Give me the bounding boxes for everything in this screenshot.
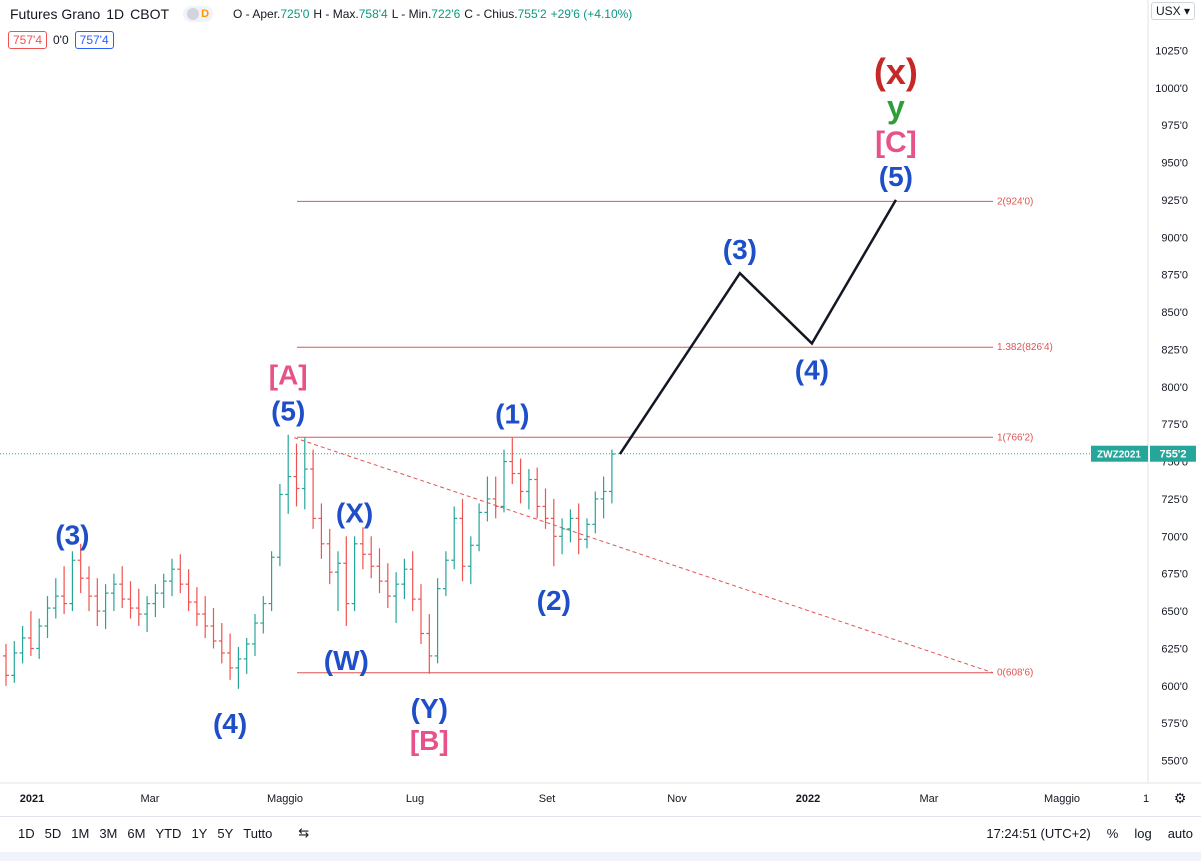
y-tick-label: 900'0 — [1161, 232, 1188, 244]
ohlc-item: L - Min.722'6 — [391, 7, 461, 21]
wave-label: (2) — [537, 585, 571, 616]
exchange-label: CBOT — [130, 6, 170, 22]
gear-icon: ⚙ — [1174, 790, 1187, 806]
timeframe-3m[interactable]: 3M — [99, 825, 118, 841]
timeframe-ytd[interactable]: YTD — [155, 825, 182, 841]
wave-label: (3) — [55, 520, 89, 551]
auto-scale-toggle[interactable]: auto — [1167, 825, 1193, 841]
delayed-badge: D — [201, 8, 210, 20]
ohlc-item: C - Chius.755'2 — [464, 7, 547, 21]
last-price-tag-bg — [1150, 445, 1196, 462]
bottom-toolbar: 1D 5D 1M 3M 6M YTD 1Y 5Y Tutto ⇆ 17:24:51 (UTC+2… — [0, 816, 1201, 849]
bottom-strip — [0, 852, 1201, 861]
date-range-icon[interactable]: ⇆ — [298, 825, 310, 840]
quote-box: 757'4 0'0 757'4 — [8, 30, 114, 50]
y-tick-label: 600'0 — [1161, 681, 1188, 693]
timeframe-5y[interactable]: 5Y — [217, 825, 234, 841]
chevron-down-icon: ▾ — [1183, 4, 1190, 18]
x-tick-label: Mar — [920, 793, 939, 805]
x-tick-label: 1 — [1143, 793, 1149, 805]
x-tick-label: Nov — [667, 793, 687, 805]
ohlc-item: H - Max.758'4 — [313, 7, 388, 21]
wave-label: (4) — [213, 708, 247, 739]
timeframe-6m[interactable]: 6M — [127, 825, 146, 841]
symbol-tag-bg — [1091, 445, 1148, 462]
y-tick-label: 700'0 — [1161, 531, 1188, 543]
timeframe-1d[interactable]: 1D — [18, 825, 35, 841]
y-tick-label: 550'0 — [1161, 756, 1188, 768]
y-tick-label: 725'0 — [1161, 494, 1188, 506]
y-tick-label: 675'0 — [1161, 569, 1188, 581]
timeframe-1y[interactable]: 1Y — [191, 825, 208, 841]
y-tick-label: 925'0 — [1161, 195, 1188, 207]
ohlc-item: +29'6 (+4.10%) — [550, 7, 633, 21]
x-tick-label: Set — [539, 793, 556, 805]
fib-level-label: 1(766'2) — [997, 432, 1033, 443]
percent-scale-toggle[interactable]: % — [1106, 825, 1119, 841]
log-scale-toggle[interactable]: log — [1134, 825, 1152, 841]
y-tick-label: 1000'0 — [1155, 83, 1188, 95]
currency-selector[interactable]: USX ▾ — [1150, 2, 1195, 20]
wave-label: (1) — [495, 399, 529, 430]
x-tick-label: Maggio — [1044, 793, 1080, 805]
x-tick-label: 2022 — [796, 793, 820, 805]
x-tick-label: Maggio — [267, 793, 303, 805]
y-tick-label: 625'0 — [1161, 643, 1188, 655]
x-tick-label: 2021 — [20, 793, 44, 805]
wave-label: [A] — [269, 360, 308, 391]
y-tick-label: 575'0 — [1161, 718, 1188, 730]
wave-label: (W) — [324, 645, 369, 676]
projection-wave-label: (4) — [795, 354, 829, 385]
symbol-tag: ZWZ2021 — [1097, 450, 1141, 461]
currency-label: USX — [1155, 4, 1181, 18]
timeframe-5d[interactable]: 5D — [44, 825, 62, 841]
fib-level-label: 1.382(826'4) — [997, 342, 1053, 353]
bid-price[interactable]: 757'4 — [8, 31, 47, 49]
wave-label: [B] — [410, 725, 449, 756]
last-price-tag: 755'2 — [1159, 449, 1186, 461]
y-tick-label: 775'0 — [1161, 419, 1188, 431]
y-tick-label: 975'0 — [1161, 120, 1188, 132]
ohlc-item: O - Aper.725'0 — [233, 7, 310, 21]
degree-label: y — [887, 89, 905, 125]
y-tick-label: 1025'0 — [1155, 45, 1188, 57]
x-tick-label: Mar — [141, 793, 160, 805]
x-tick-label: Lug — [406, 793, 424, 805]
interval-label[interactable]: 1D — [106, 6, 125, 22]
wave-label: (Y) — [411, 693, 448, 724]
y-tick-label: 850'0 — [1161, 307, 1188, 319]
spread-value: 0'0 — [53, 33, 69, 47]
y-tick-label: 825'0 — [1161, 344, 1188, 356]
timeframe-tutto[interactable]: Tutto — [243, 825, 273, 841]
ohlc-values: O - Aper.725'0 H - Max.758'4 L - Min.722'6… — [233, 7, 632, 21]
timeframe-buttons: 1D 5D 1M 3M 6M YTD 1Y 5Y Tutto — [0, 826, 272, 841]
fib-level-label: 2(924'0) — [997, 196, 1033, 207]
trend-line — [294, 437, 994, 674]
degree-label: [C] — [875, 126, 917, 159]
chart-header: Futures Grano 1D CBOT D O - Aper.725'0 H … — [10, 4, 632, 24]
wave-label: (5) — [271, 396, 305, 427]
y-tick-label: 800'0 — [1161, 382, 1188, 394]
symbol-name[interactable]: Futures Grano — [10, 6, 101, 22]
y-tick-label: 650'0 — [1161, 606, 1188, 618]
clock[interactable]: 17:24:51 (UTC+2) — [986, 825, 1091, 841]
status-dot-icon — [187, 8, 200, 20]
timeframe-1m[interactable]: 1M — [71, 825, 90, 841]
fib-level-label: 0(608'6) — [997, 668, 1033, 679]
y-tick-label: 950'0 — [1161, 158, 1188, 170]
projection-wave-label: (5) — [879, 161, 913, 192]
ask-price[interactable]: 757'4 — [74, 31, 114, 49]
projection-path — [618, 199, 897, 455]
projection-wave-label: (3) — [723, 234, 757, 265]
market-status-pill[interactable]: D — [183, 6, 214, 22]
degree-label: (x) — [874, 51, 918, 92]
wave-label: (X) — [336, 497, 373, 528]
y-tick-label: 875'0 — [1161, 270, 1188, 282]
